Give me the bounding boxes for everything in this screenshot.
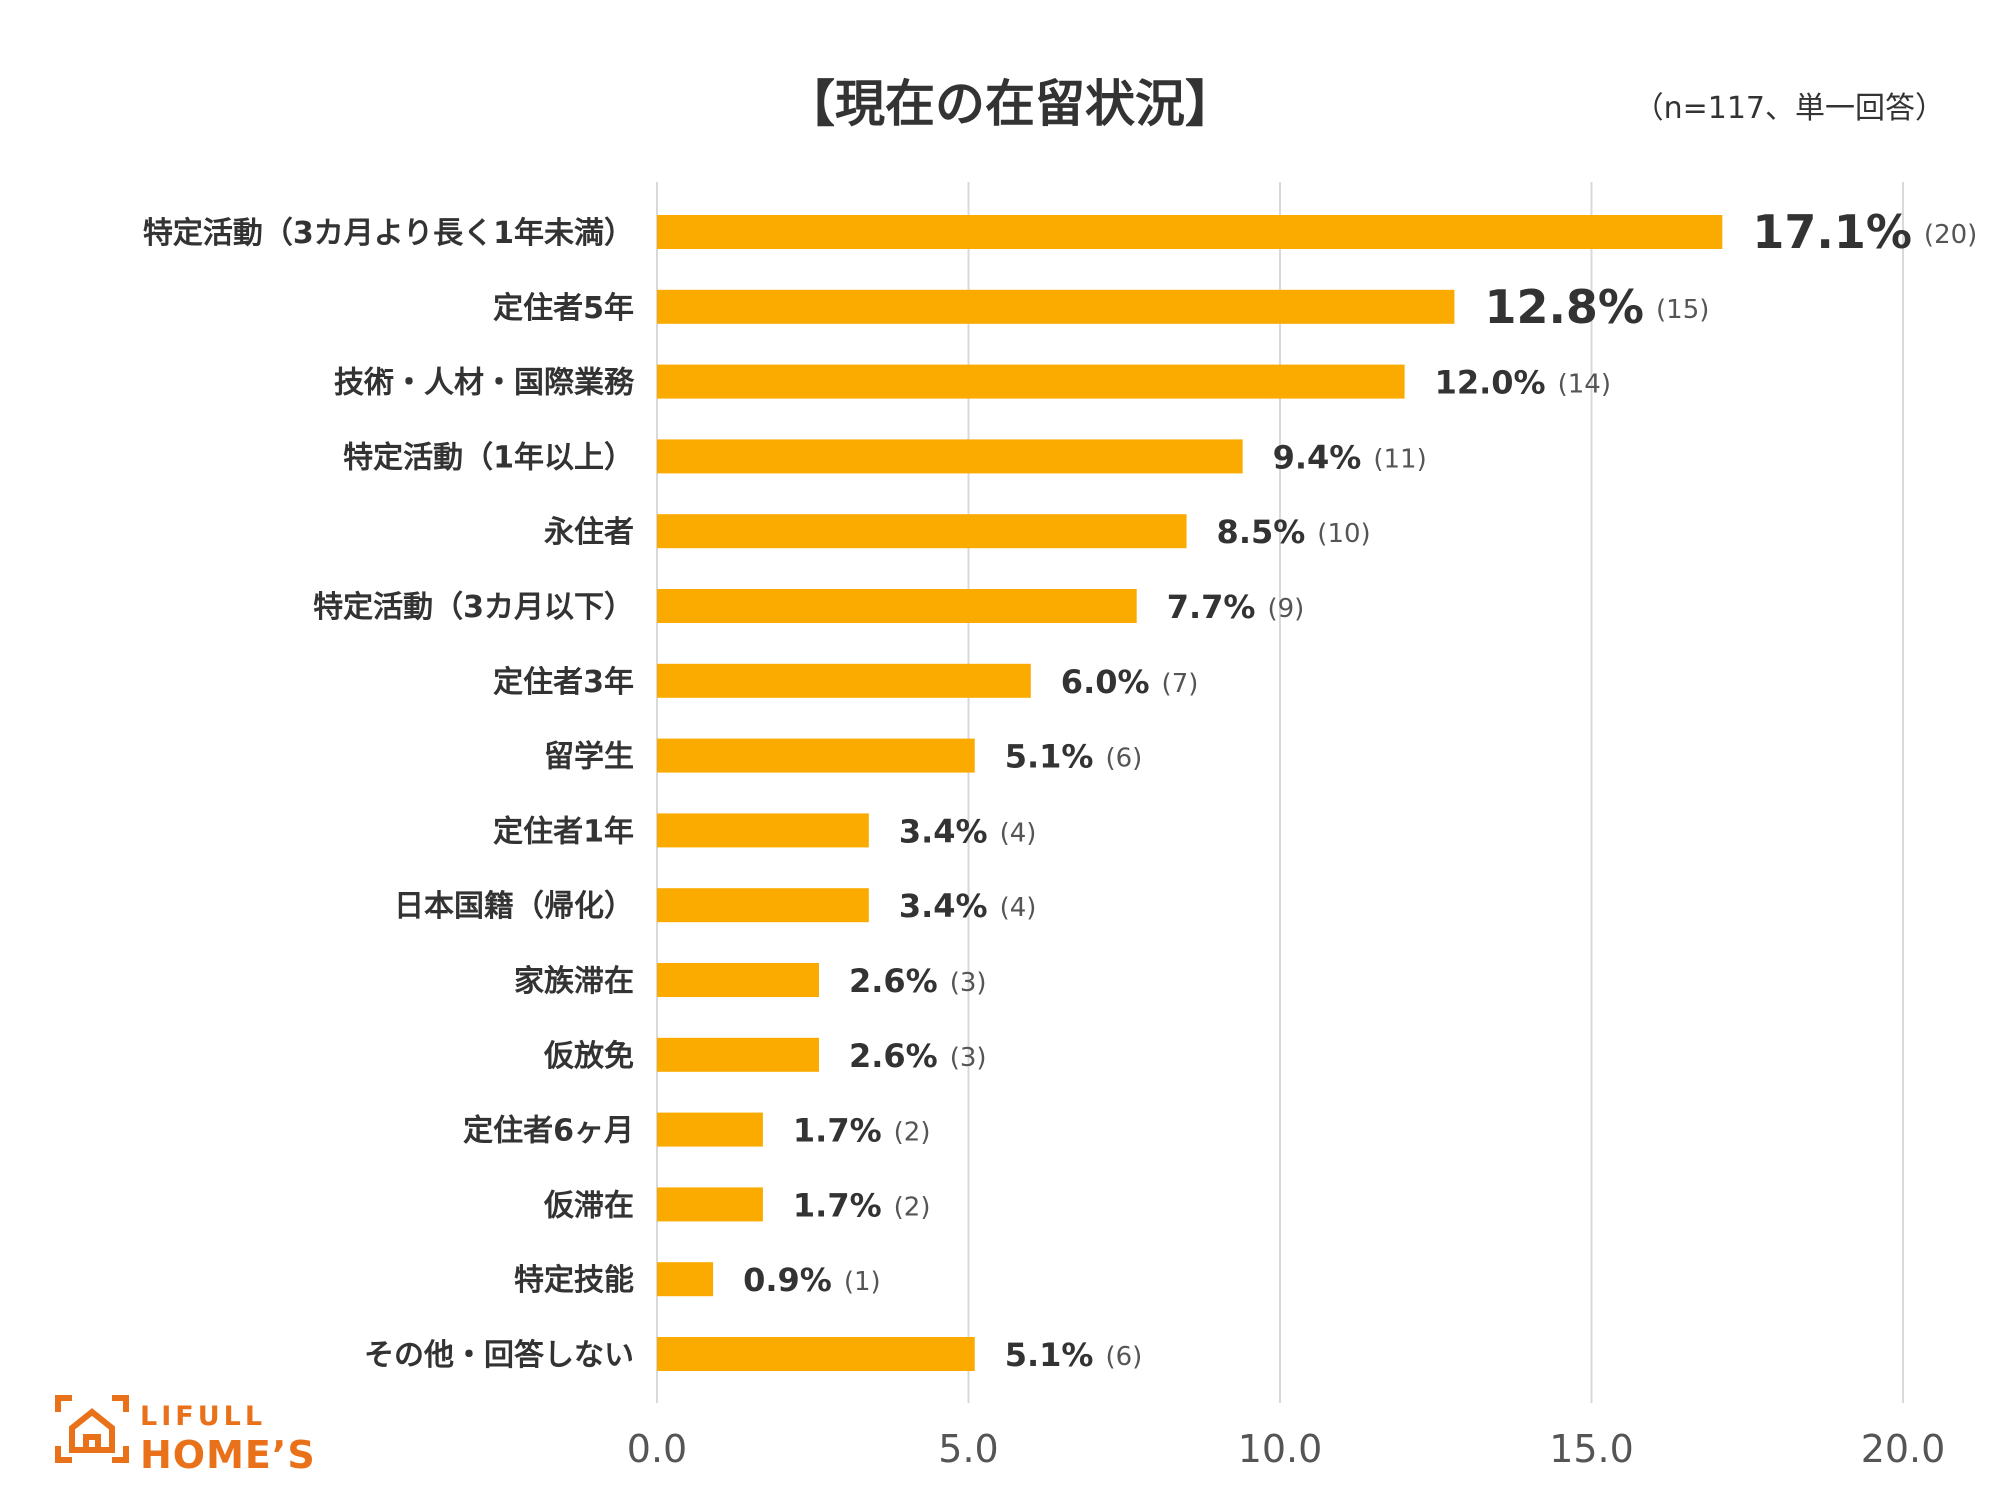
x-tick-label: 15.0	[1549, 1427, 1634, 1471]
category-label: 特定技能	[514, 1263, 634, 1298]
value-label: 3.4%	[899, 887, 988, 925]
lifull-homes-logo: LIFULL HOME’S	[55, 1395, 316, 1477]
category-label: 家族滞在	[514, 964, 634, 999]
value-label: 6.0%	[1061, 663, 1150, 701]
category-label: 技術・人材・国際業務	[334, 366, 635, 401]
value-label: 3.4%	[899, 812, 988, 850]
value-label: 8.5%	[1217, 513, 1306, 551]
count-label: (6)	[1105, 744, 1142, 774]
bars	[657, 215, 1723, 1371]
category-label: 特定活動（3カ月より長く1年未満）	[143, 216, 634, 251]
count-label: (3)	[950, 1043, 987, 1073]
value-label: 1.7%	[793, 1186, 882, 1224]
category-label: 日本国籍（帰化）	[394, 889, 634, 924]
category-label: 仮放免	[543, 1039, 634, 1074]
bar	[657, 738, 975, 773]
count-label: (6)	[1105, 1342, 1142, 1372]
count-label: (2)	[894, 1192, 931, 1222]
count-label: (20)	[1924, 220, 1977, 250]
category-label: 特定活動（1年以上）	[343, 440, 634, 475]
bar	[657, 1037, 819, 1072]
x-tick-label: 20.0	[1861, 1427, 1946, 1471]
bar	[657, 364, 1405, 399]
value-label: 17.1%	[1752, 205, 1912, 259]
value-label: 2.6%	[849, 962, 938, 1000]
bar	[657, 1112, 763, 1147]
category-label: その他・回答しない	[364, 1338, 634, 1373]
category-label: 仮滞在	[543, 1188, 634, 1223]
value-label: 9.4%	[1273, 438, 1362, 476]
category-label: 定住者1年	[493, 814, 634, 849]
category-label: 定住者3年	[493, 665, 634, 700]
count-label: (4)	[1000, 818, 1037, 848]
bar	[657, 963, 819, 997]
value-label: 5.1%	[1005, 738, 1094, 776]
x-axis-ticks: 0.0 5.0 10.0 15.0 20.0	[627, 1427, 1946, 1471]
bar	[657, 1262, 714, 1297]
count-label: (3)	[950, 968, 987, 998]
value-label: 12.0%	[1435, 364, 1546, 402]
bar	[657, 1337, 975, 1371]
bar	[657, 289, 1455, 324]
value-label: 2.6%	[849, 1037, 938, 1075]
category-label: 定住者5年	[493, 291, 634, 326]
count-label: (15)	[1656, 295, 1709, 325]
value-label: 5.1%	[1005, 1336, 1094, 1374]
category-labels: 特定活動（3カ月より長く1年未満） 定住者5年技術・人材・国際業務特定活動（1年以…	[143, 216, 635, 1373]
bar	[657, 1187, 763, 1222]
value-label: 12.8%	[1484, 280, 1644, 334]
category-label: 定住者6ヶ月	[463, 1114, 634, 1149]
value-labels: 17.1% (20) 12.8% (15) 12.0% (14) 9.4% (11) 8.5% (…	[743, 205, 1977, 1374]
value-label: 0.9%	[743, 1261, 832, 1299]
chart-title: 【現在の在留状況】	[785, 75, 1235, 133]
count-label: (1)	[844, 1267, 881, 1297]
bar	[657, 813, 869, 848]
category-label: 特定活動（3カ月以下）	[313, 590, 634, 625]
count-label: (11)	[1373, 444, 1426, 474]
bar	[657, 439, 1243, 474]
x-tick-label: 5.0	[938, 1427, 998, 1471]
x-tick-label: 0.0	[627, 1427, 687, 1471]
x-tick-label: 10.0	[1238, 1427, 1323, 1471]
logo-text-homes: HOME’S	[140, 1433, 316, 1477]
count-label: (14)	[1558, 370, 1611, 400]
count-label: (9)	[1267, 594, 1304, 624]
bar	[657, 663, 1031, 698]
bar	[657, 514, 1187, 549]
value-label: 1.7%	[793, 1112, 882, 1150]
bar	[657, 888, 869, 923]
sample-size-note: （n=117、単一回答）	[1634, 91, 1945, 126]
house-icon	[55, 1395, 129, 1463]
count-label: (4)	[1000, 893, 1037, 923]
category-label: 永住者	[544, 515, 634, 550]
count-label: (2)	[894, 1118, 931, 1148]
value-label: 7.7%	[1167, 588, 1256, 626]
category-label: 留学生	[544, 740, 634, 775]
count-label: (7)	[1162, 669, 1199, 699]
logo-text-lifull: LIFULL	[140, 1401, 266, 1432]
count-label: (10)	[1317, 519, 1370, 549]
bar	[657, 215, 1723, 249]
bar	[657, 589, 1137, 623]
